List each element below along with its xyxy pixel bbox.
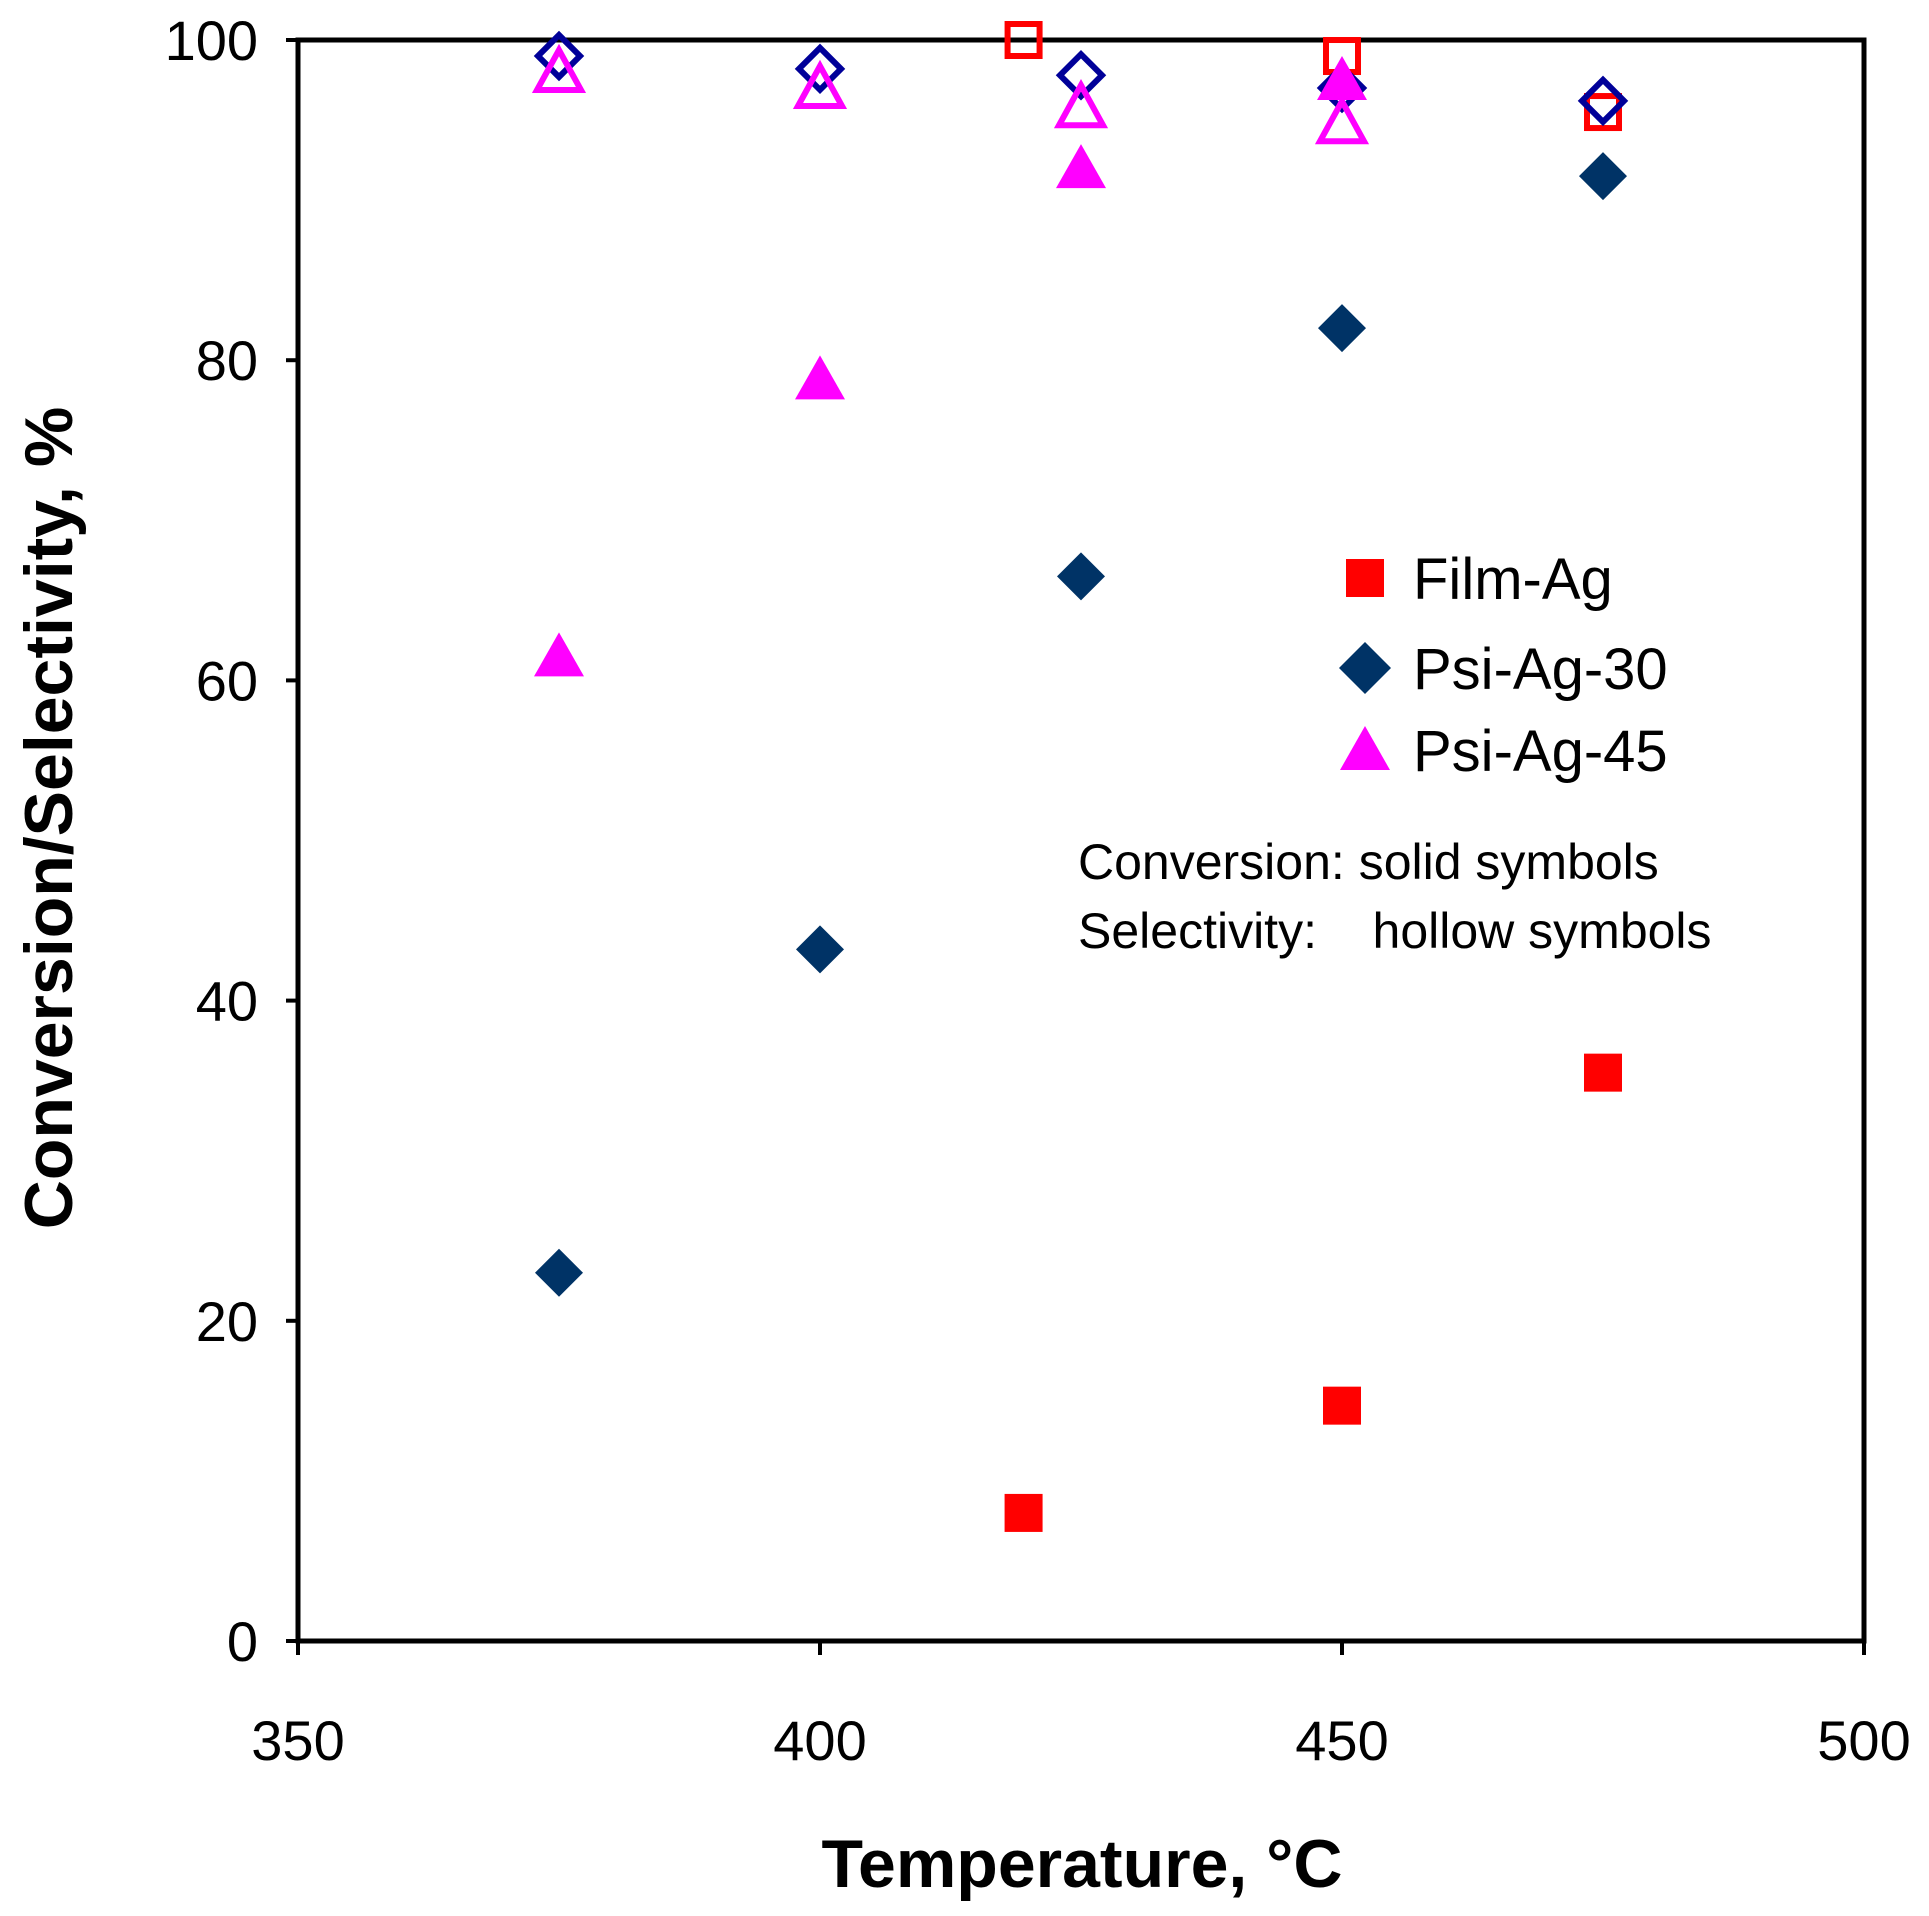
y-tick-label: 80 [196,329,258,392]
selectivity-point [1314,95,1370,145]
conversion-point [795,355,845,400]
y-tick-label: 100 [165,9,258,72]
legend-marker [1340,726,1390,770]
selectivity-point [531,43,587,94]
x-axis-title: Temperature, °C [822,1826,1343,1902]
selectivity-point [1584,93,1622,132]
plot-frame [295,37,1867,1644]
conversion-point [1323,1386,1361,1425]
legend-marker [1339,642,1391,694]
selectivity-point [794,43,846,95]
conversion-point [1579,152,1627,201]
selectivity-point [533,30,585,82]
y-tick-label: 60 [196,649,258,712]
data-markers [531,21,1629,1532]
y-tick-label: 20 [196,1290,258,1353]
legend-label: Psi-Ag-45 [1413,719,1668,784]
plot-area [295,37,1867,1644]
legend: Film-Ag Psi-Ag-30 Psi-Ag-45 [1339,547,1668,784]
y-tick-label: 40 [196,970,258,1033]
selectivity-point [792,59,848,110]
selectivity-point [1004,21,1043,59]
conversion-point [1318,304,1366,353]
selectivity-point [1577,75,1629,127]
legend-item: Psi-Ag-45 [1340,719,1668,784]
x-tick-label: 350 [251,1709,344,1772]
selectivity-point [1055,49,1107,101]
x-tick-label: 500 [1817,1709,1910,1772]
legend-label: Psi-Ag-30 [1413,637,1668,702]
y-axis-ticks: 0 20 40 60 80 100 [165,9,298,1673]
y-axis-title: Conversion/Selectivity, % [11,407,87,1230]
x-axis-ticks: 350 400 450 500 [251,1641,1911,1772]
legend-note: Selectivity: hollow symbols [1078,903,1712,959]
legend-notes: Conversion: solid symbols Selectivity: ho… [1078,834,1712,959]
conversion-point [535,1248,583,1297]
conversion-point [534,632,584,677]
legend-marker [1346,559,1384,597]
legend-note: Conversion: solid symbols [1078,834,1659,890]
conversion-point [1004,1493,1043,1532]
series-psi-ag-45 [531,43,1370,677]
selectivity-point [1053,79,1109,129]
y-tick-label: 0 [227,1610,258,1673]
x-tick-label: 400 [773,1709,866,1772]
legend-label: Film-Ag [1413,547,1613,612]
conversion-point [1584,1053,1622,1092]
conversion-point [796,925,844,974]
legend-item: Film-Ag [1346,547,1613,612]
conversion-point [1057,552,1105,601]
conversion-point [1317,56,1367,101]
series-film-ag [1004,21,1622,1532]
conversion-point [1056,144,1106,189]
legend-item: Psi-Ag-30 [1339,637,1668,702]
x-tick-label: 450 [1295,1709,1388,1772]
series-psi-ag-30 [533,30,1629,1297]
